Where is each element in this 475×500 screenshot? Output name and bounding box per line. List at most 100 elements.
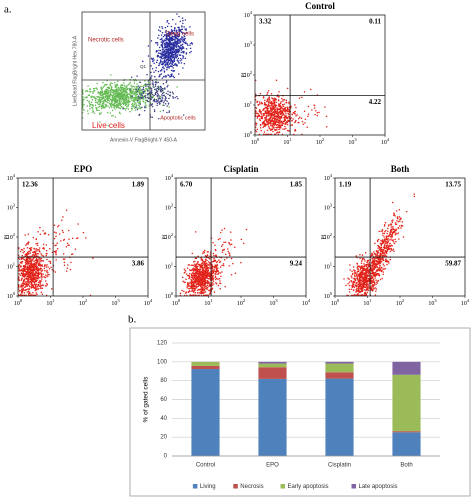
event-dot bbox=[164, 54, 166, 56]
event-dot bbox=[196, 289, 199, 292]
event-dot bbox=[22, 265, 25, 267]
event-dot bbox=[39, 269, 42, 271]
event-dot bbox=[35, 243, 37, 245]
event-dot bbox=[159, 30, 162, 32]
event-dot bbox=[120, 90, 122, 93]
event-dot bbox=[382, 232, 384, 234]
event-dot bbox=[275, 115, 278, 117]
event-dot bbox=[161, 27, 164, 30]
event-dot bbox=[27, 283, 30, 286]
event-dot bbox=[129, 88, 131, 91]
event-dot bbox=[23, 273, 26, 275]
event-dot bbox=[192, 264, 194, 267]
y-axis-label: PI bbox=[241, 72, 247, 77]
event-dot bbox=[35, 238, 38, 240]
event-dot bbox=[28, 262, 30, 265]
plot-title: Cisplatin bbox=[223, 164, 258, 174]
event-dot bbox=[166, 48, 168, 51]
event-dot bbox=[294, 121, 297, 123]
event-dot bbox=[125, 91, 128, 94]
event-dot bbox=[39, 265, 41, 267]
event-dot bbox=[191, 43, 194, 45]
event-dot bbox=[144, 83, 147, 86]
event-dot bbox=[313, 104, 315, 107]
event-dot bbox=[277, 108, 279, 111]
event-dot bbox=[267, 125, 270, 128]
event-dot bbox=[284, 111, 286, 113]
event-dot bbox=[43, 276, 46, 278]
event-dot bbox=[166, 55, 168, 58]
event-dot bbox=[271, 113, 274, 116]
event-dot bbox=[220, 245, 223, 248]
tick-exponent: 1 bbox=[210, 298, 212, 303]
event-dot bbox=[147, 100, 149, 103]
event-dot bbox=[108, 87, 110, 90]
event-dot bbox=[37, 264, 40, 267]
event-dot bbox=[182, 114, 185, 116]
event-dot bbox=[108, 89, 110, 92]
gate-annotation: Necrotic cells bbox=[88, 38, 124, 44]
event-dot bbox=[191, 284, 194, 286]
event-dot bbox=[165, 60, 167, 62]
event-dot bbox=[20, 266, 22, 268]
tick-exponent: 3 bbox=[117, 298, 120, 303]
event-dot bbox=[99, 100, 101, 103]
event-dot bbox=[176, 39, 179, 42]
event-dot bbox=[176, 54, 179, 56]
event-dot bbox=[119, 112, 121, 115]
event-dot bbox=[176, 34, 179, 37]
event-dot bbox=[286, 106, 289, 109]
event-dot bbox=[25, 258, 28, 260]
event-dot bbox=[192, 290, 195, 292]
event-dot bbox=[362, 270, 364, 272]
plot-frame bbox=[81, 11, 206, 131]
panel-label: b. bbox=[128, 314, 137, 326]
event-dot bbox=[349, 264, 351, 266]
event-dot bbox=[173, 57, 176, 60]
event-dot bbox=[50, 266, 52, 269]
event-dot bbox=[22, 252, 24, 254]
event-dot bbox=[227, 250, 229, 253]
event-dot bbox=[32, 236, 35, 239]
event-dot bbox=[184, 269, 187, 272]
event-dot bbox=[181, 276, 184, 279]
event-dot bbox=[39, 284, 42, 286]
event-dot bbox=[119, 93, 121, 96]
event-dot bbox=[147, 85, 149, 88]
event-dot bbox=[169, 62, 172, 64]
event-dot bbox=[142, 60, 144, 63]
event-dot bbox=[203, 261, 205, 264]
event-dot bbox=[381, 277, 383, 280]
event-dot bbox=[99, 102, 101, 104]
event-dot bbox=[357, 268, 359, 271]
event-dot bbox=[36, 265, 39, 268]
event-dot bbox=[89, 105, 91, 107]
event-dot bbox=[126, 93, 129, 96]
event-dot bbox=[171, 36, 173, 38]
event-dot bbox=[31, 279, 34, 281]
event-dot bbox=[87, 112, 89, 115]
event-dot bbox=[375, 279, 377, 281]
event-dot bbox=[46, 252, 48, 255]
event-dot bbox=[46, 264, 48, 266]
event-dot bbox=[389, 239, 391, 241]
event-dot bbox=[142, 92, 145, 94]
event-dot bbox=[178, 62, 180, 64]
event-dot bbox=[371, 258, 374, 260]
event-dot bbox=[272, 106, 275, 109]
event-dot bbox=[27, 233, 30, 235]
gate-annotation: Dead cells bbox=[166, 32, 194, 38]
event-dot bbox=[55, 259, 57, 261]
event-dot bbox=[147, 45, 150, 47]
event-dot bbox=[167, 84, 169, 87]
event-dot bbox=[217, 278, 219, 280]
event-dot bbox=[176, 51, 178, 53]
event-dot bbox=[204, 287, 207, 289]
event-dot bbox=[39, 279, 41, 282]
event-dot bbox=[35, 268, 37, 271]
event-dot bbox=[234, 246, 236, 248]
event-dot bbox=[281, 113, 284, 115]
event-dot bbox=[89, 91, 91, 93]
event-dot bbox=[147, 90, 149, 92]
event-dot bbox=[203, 286, 205, 288]
